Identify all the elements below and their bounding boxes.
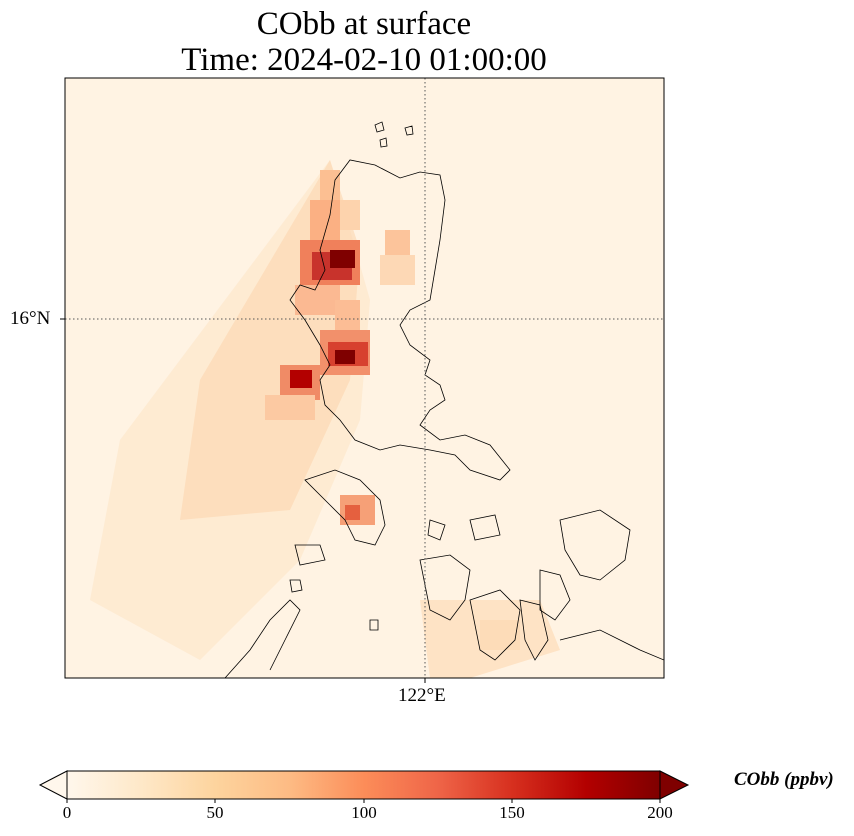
colorbar-tick-0: 0	[62, 803, 72, 822]
colorbar-max-extend	[659, 770, 690, 800]
colorbar-tick-100: 100	[351, 803, 377, 822]
coastlines	[224, 121, 664, 678]
longitude-tick-label: 122°E	[398, 685, 446, 706]
colorbar-tick-200: 200	[647, 803, 673, 822]
concentration-cells	[265, 170, 520, 650]
map-plot-area	[65, 78, 664, 678]
latitude-tick-label: 16°N	[10, 308, 51, 329]
colorbar-tick-150: 150	[499, 803, 525, 822]
colorbar-min-extend	[38, 770, 68, 800]
map-title-line-1: CObb at surface	[256, 6, 472, 42]
colorbar-tick-50: 50	[206, 803, 224, 822]
map-title-line-2: Time: 2024-02-10 01:00:00	[181, 42, 547, 78]
map-frame	[64, 77, 665, 679]
colorbar-label: CObb (ppbv)	[734, 769, 834, 790]
colorbar	[38, 770, 690, 803]
colorbar-gradient	[66, 770, 661, 800]
